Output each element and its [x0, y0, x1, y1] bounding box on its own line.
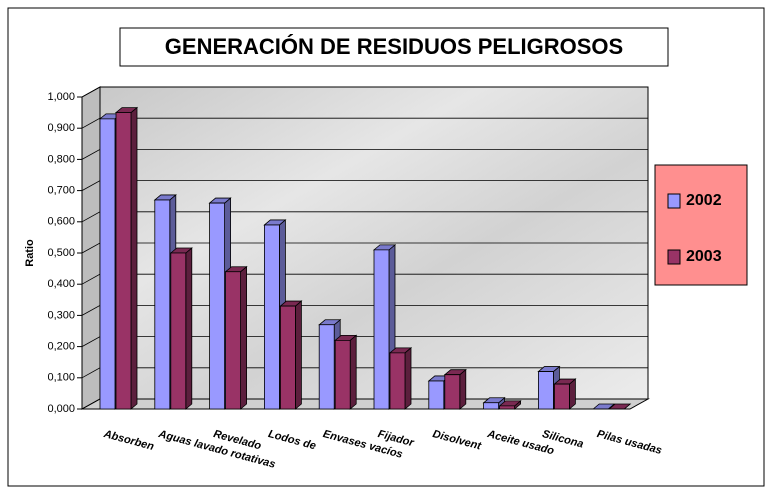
y-tick-label: 0,200: [47, 341, 75, 353]
bar-face: [483, 402, 500, 410]
y-tick-label: 0,700: [47, 185, 75, 197]
bar-face: [499, 405, 515, 410]
legend: [654, 164, 748, 286]
grid-line: [81, 86, 648, 98]
bar: [592, 403, 616, 410]
bar-face: [444, 374, 461, 410]
bar-face: [389, 352, 406, 410]
bar-face: [209, 202, 226, 410]
bar-face: [99, 118, 116, 410]
bar-face: [170, 252, 187, 410]
bar-face: [538, 371, 554, 410]
y-tick-label: 0,000: [47, 403, 75, 415]
title-box: [119, 27, 669, 67]
chart-title: GENERACIÓN DE RESIDUOS PELIGROSOS: [165, 34, 623, 59]
bar: [608, 403, 632, 410]
bar: [334, 334, 358, 410]
y-tick-label: 0,900: [47, 122, 75, 134]
bar-face: [349, 334, 357, 410]
bar-face: [318, 324, 335, 410]
bar: [482, 396, 506, 410]
bar-face: [334, 339, 351, 410]
bar: [169, 247, 193, 410]
y-axis-label: Ratio: [24, 239, 36, 267]
bar-face: [115, 112, 132, 410]
legend-label: 2003: [686, 248, 722, 265]
y-tick-label: 0,400: [47, 278, 75, 290]
y-tick-label: 0,500: [47, 247, 75, 259]
bar: [114, 106, 139, 410]
y-tick-label: 0,100: [47, 372, 75, 384]
bar: [553, 378, 577, 410]
bar-face: [279, 305, 296, 410]
y-tick-label: 0,800: [47, 153, 75, 165]
legend-swatch: [667, 193, 681, 209]
legend-swatch: [667, 249, 681, 265]
bar-face: [373, 249, 390, 410]
bar-face: [459, 368, 467, 410]
grid-line: [81, 117, 648, 129]
y-tick-label: 0,600: [47, 216, 75, 228]
bar: [498, 400, 522, 410]
bar-face: [130, 106, 138, 410]
bar: [224, 265, 248, 410]
bar-face: [263, 224, 280, 410]
legend-label: 2002: [686, 192, 722, 209]
bar: [279, 300, 303, 410]
bar-face: [154, 199, 171, 410]
bar-face: [225, 271, 242, 410]
bar-face: [294, 300, 302, 410]
bar-face: [185, 247, 193, 410]
bar-face: [554, 383, 570, 410]
bar-face: [404, 346, 412, 410]
bar: [443, 368, 467, 410]
bar: [388, 346, 413, 410]
y-tick-label: 1,000: [47, 91, 75, 103]
bar-face: [240, 265, 248, 410]
bar-face: [428, 380, 445, 410]
y-tick-label: 0,300: [47, 309, 75, 321]
